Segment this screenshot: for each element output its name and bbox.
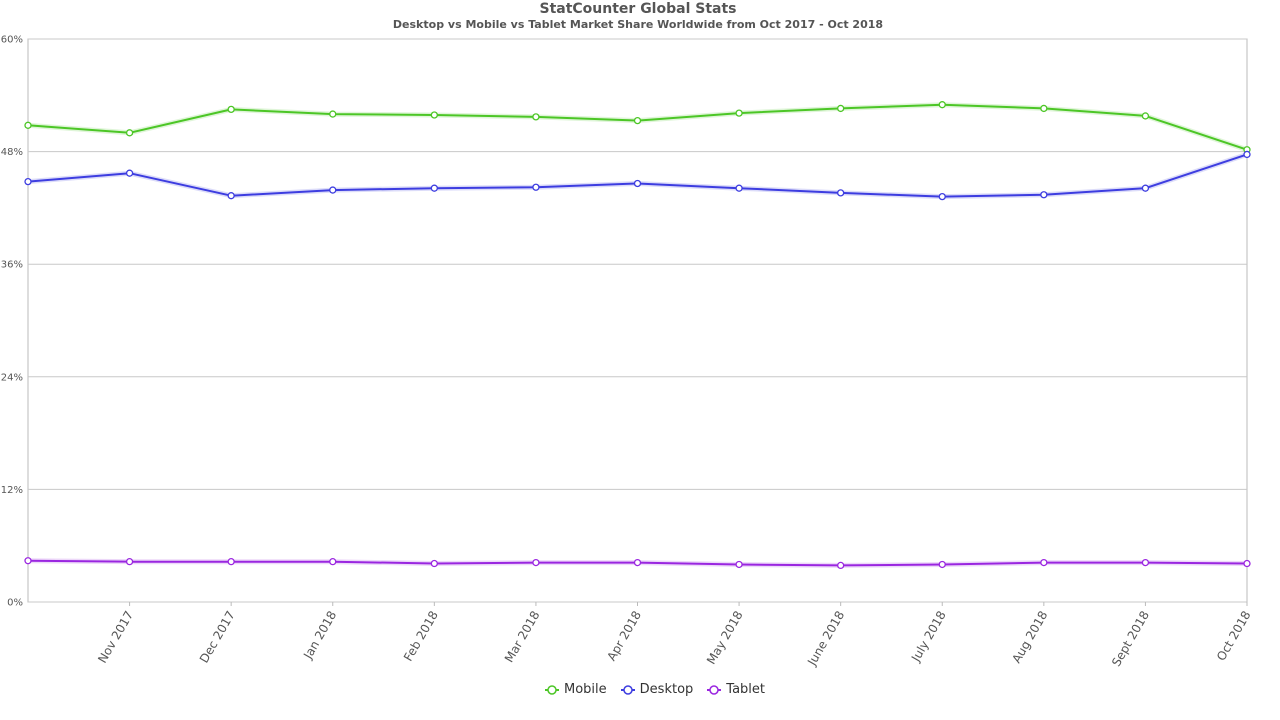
data-point-tablet[interactable] xyxy=(125,558,134,566)
data-point-mobile[interactable] xyxy=(532,113,540,121)
x-tick-label: Mar 2018 xyxy=(502,609,543,665)
data-point-desktop[interactable] xyxy=(227,192,235,200)
data-point-tablet[interactable] xyxy=(227,558,235,566)
data-point-mobile[interactable] xyxy=(735,109,743,117)
x-tick-label: Feb 2018 xyxy=(401,609,441,664)
legend: Mobile Desktop Tablet xyxy=(0,682,1280,697)
data-point-desktop[interactable] xyxy=(938,192,946,201)
x-tick-label: Oct 2018 xyxy=(1214,609,1254,664)
data-point-mobile[interactable] xyxy=(1141,112,1150,120)
y-tick-label: 0% xyxy=(7,598,23,609)
x-axis-ticks: Nov 2017 Dec 2017 Jan 2018 Feb 2018 Mar 2018… xyxy=(95,602,1254,669)
x-tick-label: May 2018 xyxy=(704,609,746,667)
data-point-desktop[interactable] xyxy=(1040,191,1048,199)
data-point-desktop[interactable] xyxy=(735,184,743,192)
x-tick-label: June 2018 xyxy=(804,609,847,669)
data-point-tablet[interactable] xyxy=(430,559,438,568)
chart-subtitle: Desktop vs Mobile vs Tablet Market Share… xyxy=(392,18,884,31)
data-point-mobile[interactable] xyxy=(24,121,32,129)
data-point-tablet[interactable] xyxy=(532,558,540,567)
legend-item-mobile[interactable]: Mobile xyxy=(545,682,607,697)
series-line-desktop xyxy=(27,153,1248,198)
y-tick-label: 12% xyxy=(1,485,23,496)
data-point-desktop[interactable] xyxy=(633,179,642,188)
legend-marker-tablet xyxy=(707,684,722,695)
y-tick-label: 24% xyxy=(1,372,23,383)
data-point-desktop[interactable] xyxy=(532,183,540,191)
legend-marker-desktop xyxy=(620,684,635,695)
line-chart: 0% 12% 24% 36% 48% 60% Nov 2017 Dec 2017 Jan 20… xyxy=(1,35,1254,669)
data-point-tablet[interactable] xyxy=(1040,558,1048,567)
data-point-tablet[interactable] xyxy=(1243,559,1251,568)
legend-item-tablet[interactable]: Tablet xyxy=(707,682,765,697)
x-tick-label: Aug 2018 xyxy=(1009,609,1050,666)
data-point-desktop[interactable] xyxy=(24,177,32,186)
x-tick-label: Jan 2018 xyxy=(300,609,339,663)
series-group xyxy=(24,101,1251,570)
legend-label-desktop: Desktop xyxy=(639,682,694,697)
data-point-tablet[interactable] xyxy=(938,560,946,569)
data-point-desktop[interactable] xyxy=(837,189,845,197)
x-tick-label: Dec 2017 xyxy=(197,609,238,666)
x-tick-label: Sept 2018 xyxy=(1109,609,1152,669)
legend-item-desktop[interactable]: Desktop xyxy=(620,682,694,697)
series-shadow-mobile xyxy=(27,102,1248,153)
data-point-desktop[interactable] xyxy=(1243,150,1251,159)
data-point-desktop[interactable] xyxy=(125,169,134,177)
y-axis-ticks: 0% 12% 24% 36% 48% 60% xyxy=(1,35,23,609)
data-point-tablet[interactable] xyxy=(329,558,337,566)
y-tick-label: 60% xyxy=(1,35,23,46)
data-point-desktop[interactable] xyxy=(1141,184,1150,192)
data-point-mobile[interactable] xyxy=(938,101,946,109)
x-tick-label: Nov 2017 xyxy=(95,609,136,666)
y-tick-label: 48% xyxy=(1,147,23,158)
legend-label-tablet: Tablet xyxy=(726,682,765,697)
data-point-mobile[interactable] xyxy=(227,105,235,114)
legend-marker-mobile xyxy=(545,684,559,695)
y-tick-label: 36% xyxy=(1,260,23,271)
data-point-tablet[interactable] xyxy=(24,557,32,565)
data-point-mobile[interactable] xyxy=(1040,104,1048,113)
data-point-mobile[interactable] xyxy=(633,116,642,125)
data-point-tablet[interactable] xyxy=(633,558,642,567)
legend-label-mobile: Mobile xyxy=(564,682,607,697)
data-point-mobile[interactable] xyxy=(430,111,438,119)
data-point-mobile[interactable] xyxy=(837,104,845,113)
x-tick-label: July 2018 xyxy=(908,609,949,665)
x-tick-label: Apr 2018 xyxy=(604,609,644,664)
data-point-mobile[interactable] xyxy=(125,129,134,137)
data-point-tablet[interactable] xyxy=(1141,558,1150,567)
chart-title: StatCounter Global Stats xyxy=(539,1,737,17)
data-point-tablet[interactable] xyxy=(837,561,845,570)
data-point-mobile[interactable] xyxy=(329,110,337,118)
data-point-tablet[interactable] xyxy=(735,560,743,569)
data-point-desktop[interactable] xyxy=(430,184,438,192)
data-point-desktop[interactable] xyxy=(329,186,337,194)
